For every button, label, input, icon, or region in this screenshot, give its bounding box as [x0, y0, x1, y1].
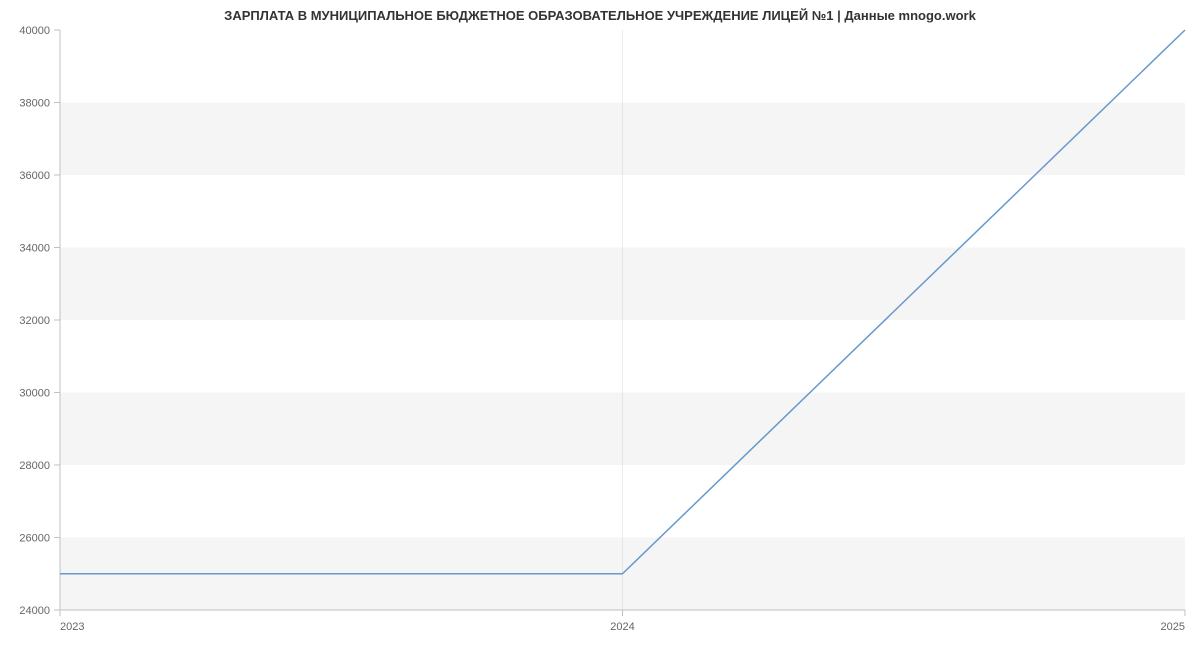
svg-text:2024: 2024	[610, 621, 634, 633]
svg-text:28000: 28000	[19, 460, 50, 472]
svg-text:24000: 24000	[19, 605, 50, 617]
svg-text:40000: 40000	[19, 25, 50, 37]
svg-text:38000: 38000	[19, 98, 50, 110]
svg-text:32000: 32000	[19, 315, 50, 327]
svg-text:34000: 34000	[19, 243, 50, 255]
chart-svg: 24000 26000 28000 30000 32000 34000 36000 38000…	[0, 0, 1200, 650]
salary-chart: ЗАРПЛАТА В МУНИЦИПАЛЬНОЕ БЮДЖЕТНОЕ ОБРАЗ…	[0, 0, 1200, 650]
svg-text:2025: 2025	[1161, 621, 1185, 633]
svg-text:36000: 36000	[19, 170, 50, 182]
svg-text:2023: 2023	[60, 621, 84, 633]
svg-text:26000: 26000	[19, 533, 50, 545]
svg-text:30000: 30000	[19, 388, 50, 400]
